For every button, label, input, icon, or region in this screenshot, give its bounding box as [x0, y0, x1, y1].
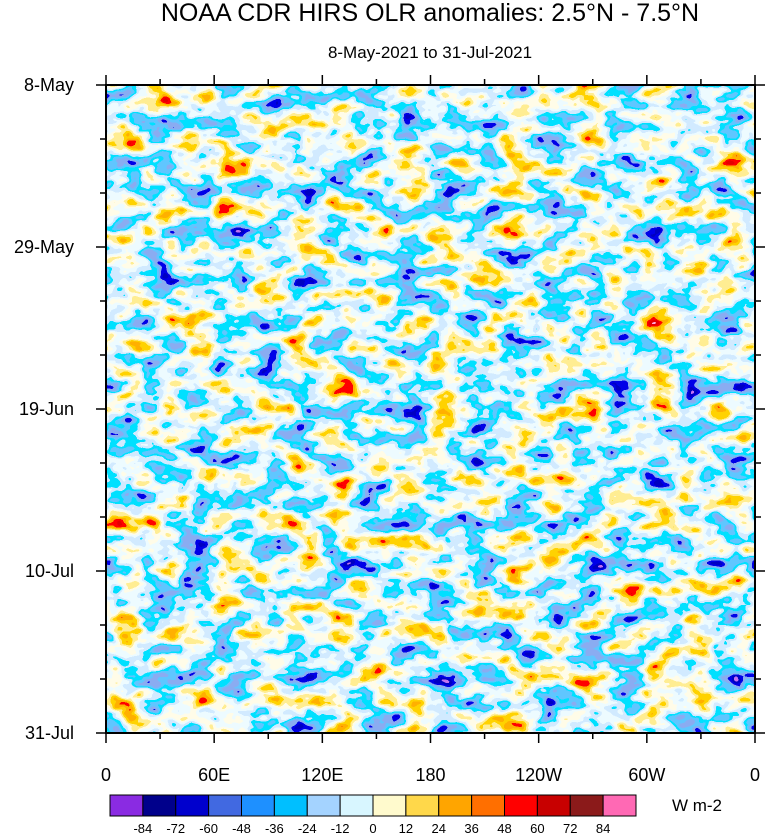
x-tick-label: 0: [750, 765, 760, 785]
x-tick-label: 0: [101, 765, 111, 785]
x-tick-label: 180: [415, 765, 445, 785]
colorbar-label: -48: [232, 821, 251, 834]
y-tick-label: 29-May: [14, 237, 74, 257]
colorbar-label: 60: [530, 821, 544, 834]
colorbar-unit: W m-2: [672, 796, 722, 815]
colorbar-swatch: [208, 794, 242, 817]
x-tick-label: 120W: [515, 765, 562, 785]
chart-subtitle: 8-May-2021 to 31-Jul-2021: [328, 43, 532, 62]
y-axis-labels: 8-May 29-May 19-Jun 10-Jul 31-Jul: [14, 75, 74, 743]
heatmap-contours: [106, 85, 755, 733]
chart-title: NOAA CDR HIRS OLR anomalies: 2.5°N - 7.5…: [161, 0, 699, 27]
axis-ticks: [96, 75, 765, 743]
colorbar-label: -84: [133, 821, 152, 834]
colorbar-label: -36: [265, 821, 284, 834]
colorbar-swatch: [109, 794, 144, 817]
y-tick-label: 8-May: [24, 75, 74, 95]
colorbar-label: 12: [399, 821, 413, 834]
x-axis-labels: 0 60E 120E 180 120W 60W 0: [101, 765, 760, 785]
colorbar-label: -12: [331, 821, 350, 834]
colorbar-label: -72: [166, 821, 185, 834]
colorbar-swatch: [339, 794, 374, 817]
colorbar-swatch: [306, 794, 341, 817]
y-tick-label: 19-Jun: [19, 399, 74, 419]
colorbar-swatch: [175, 794, 210, 817]
colorbar-label: 48: [497, 821, 511, 834]
colorbar-label: -60: [199, 821, 218, 834]
colorbar-label: 0: [369, 821, 376, 834]
colorbar-swatch: [471, 794, 505, 817]
x-tick-label: 60E: [198, 765, 230, 785]
colorbar-swatch: [569, 794, 604, 817]
colorbar-swatch: [372, 794, 407, 817]
colorbar-swatch: [438, 794, 473, 817]
colorbar: -84 -72 -60 -48 -36 -24 -12 0 12 24 36 48 60 72 84: [109, 794, 637, 834]
colorbar-label: -24: [298, 821, 317, 834]
x-tick-label: 60W: [628, 765, 665, 785]
colorbar-label: 36: [464, 821, 478, 834]
colorbar-label: 72: [563, 821, 577, 834]
colorbar-swatch: [536, 794, 571, 817]
y-tick-label: 31-Jul: [25, 723, 74, 743]
colorbar-label: 24: [432, 821, 446, 834]
colorbar-swatch: [142, 794, 177, 817]
colorbar-swatch: [504, 794, 538, 817]
y-tick-label: 10-Jul: [25, 561, 74, 581]
colorbar-swatch: [602, 794, 637, 817]
colorbar-swatch: [273, 794, 308, 817]
colorbar-label: 84: [596, 821, 610, 834]
colorbar-swatch: [241, 794, 275, 817]
heatmap-field: [106, 85, 755, 733]
colorbar-swatch: [405, 794, 440, 817]
x-tick-label: 120E: [301, 765, 343, 785]
